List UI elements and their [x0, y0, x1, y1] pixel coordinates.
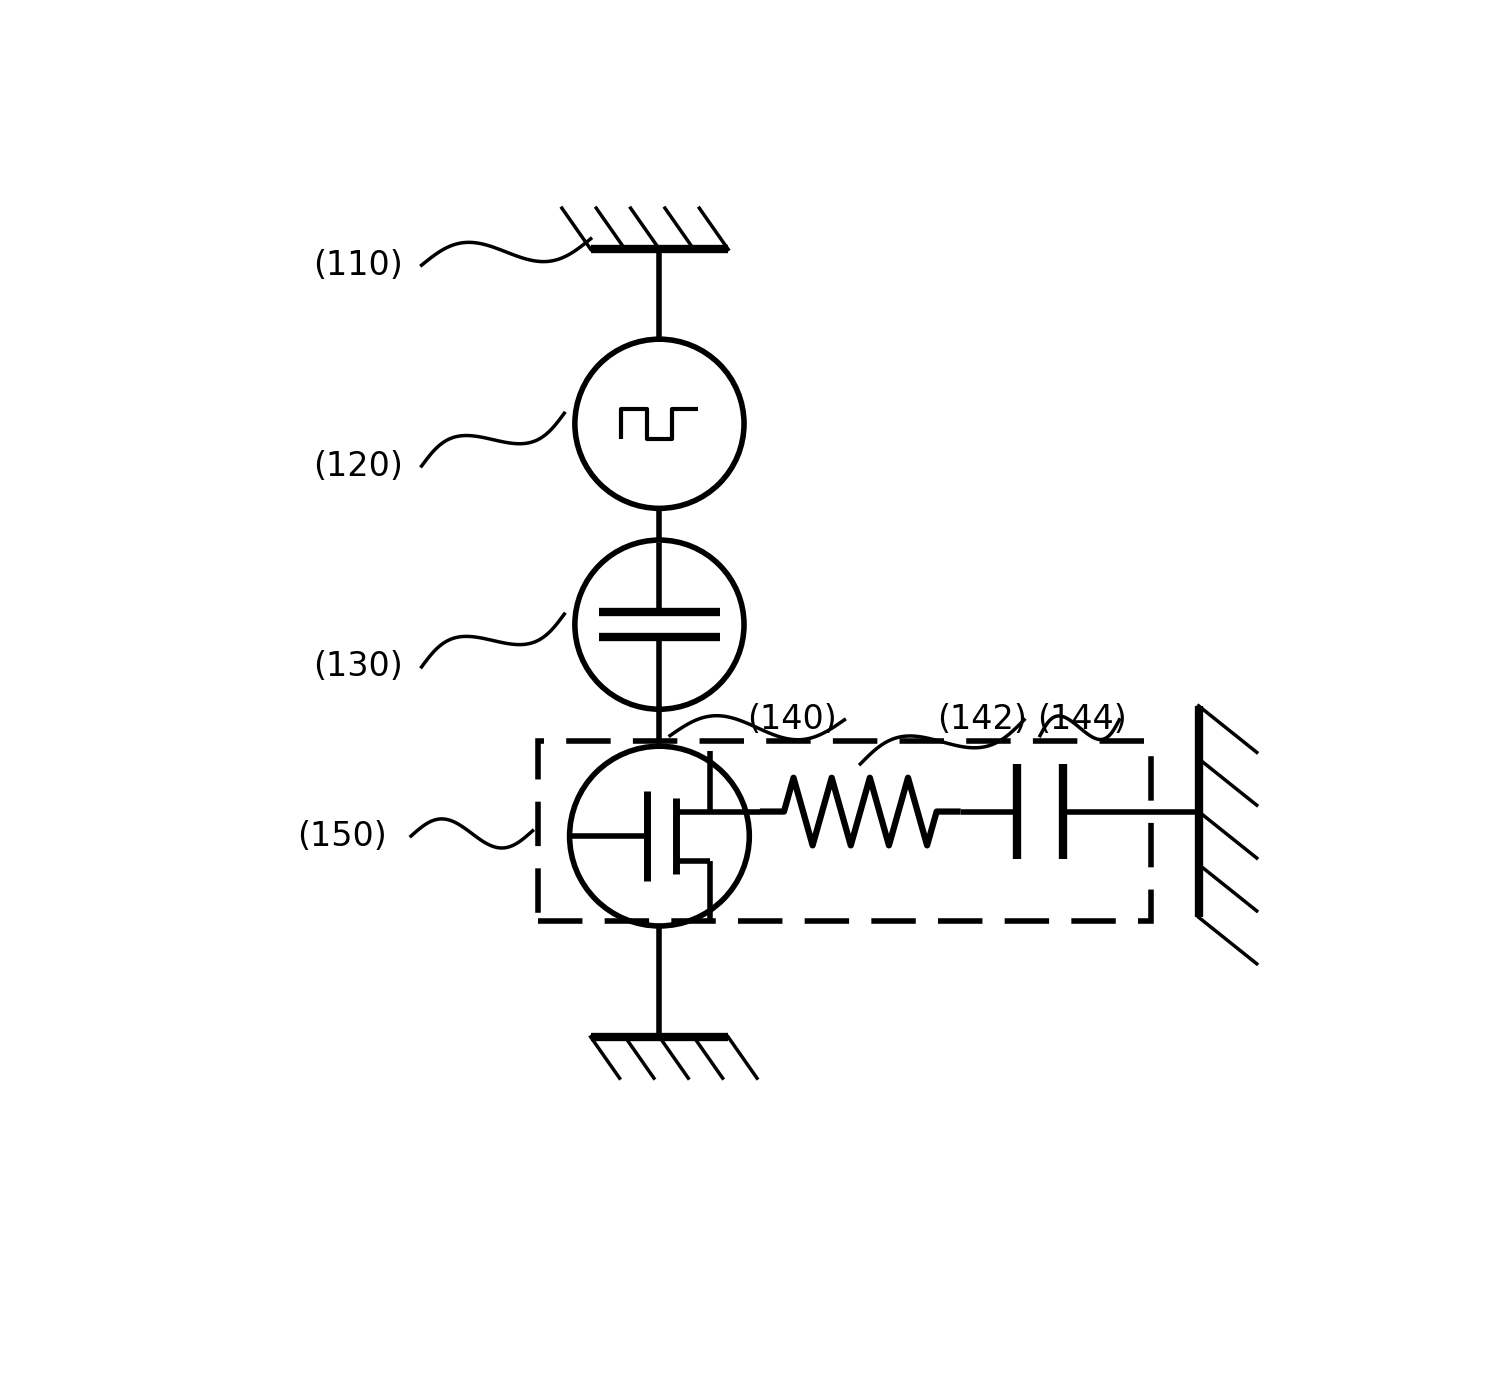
Text: (110): (110): [314, 249, 403, 281]
Text: (142): (142): [938, 703, 1027, 736]
Text: (130): (130): [314, 651, 403, 684]
Bar: [537, 741, 1151, 921]
Text: (144): (144): [1038, 703, 1127, 736]
Text: (140): (140): [746, 703, 836, 736]
Text: (150): (150): [297, 820, 387, 853]
Text: (120): (120): [314, 449, 403, 482]
